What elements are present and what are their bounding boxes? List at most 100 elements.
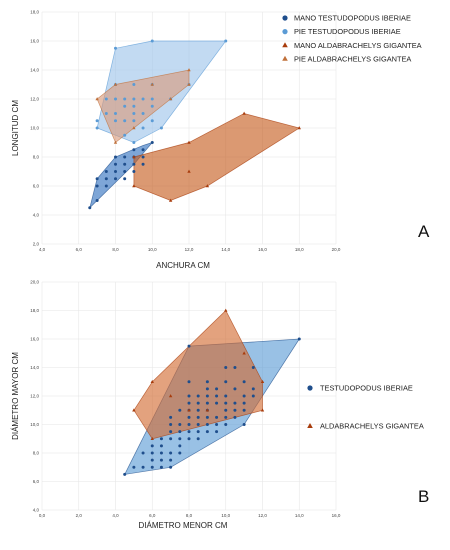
data-point (95, 97, 99, 101)
data-point (132, 97, 136, 101)
y-tick-label: 2,0 (33, 242, 40, 247)
y-tick-label: 14,0 (30, 365, 39, 370)
data-point (178, 444, 182, 448)
data-point (168, 198, 173, 202)
data-point (215, 401, 219, 405)
data-point (187, 401, 191, 405)
data-point (233, 401, 237, 405)
data-point (132, 119, 136, 123)
x-tick-label: 8,0 (186, 513, 193, 518)
data-point (233, 387, 237, 391)
data-point (242, 423, 246, 426)
data-point (251, 366, 255, 369)
data-point (88, 206, 92, 210)
data-point (150, 97, 154, 101)
legend-label: MANO ALDABRACHELYS GIGANTEA (294, 41, 422, 50)
data-point (205, 184, 210, 188)
data-point (150, 39, 154, 43)
data-point (205, 408, 210, 412)
data-point (196, 423, 200, 426)
data-point (123, 162, 127, 166)
data-point (104, 177, 108, 181)
data-point (224, 423, 228, 426)
data-point (187, 380, 191, 384)
data-point (187, 140, 191, 144)
data-point (224, 39, 228, 43)
x-tick-label: 16,0 (332, 513, 341, 518)
data-point (141, 126, 145, 130)
data-point (187, 82, 191, 86)
data-point (114, 119, 117, 123)
data-point (123, 97, 127, 101)
data-point (169, 437, 173, 441)
data-point (187, 437, 191, 441)
y-tick-label: 18,0 (30, 308, 39, 313)
data-point (187, 415, 191, 419)
y-tick-label: 6,0 (33, 479, 40, 484)
data-point (114, 155, 117, 159)
x-tick-label: 12,0 (258, 513, 267, 518)
y-tick-label: 16,0 (30, 337, 39, 342)
data-point (187, 68, 191, 72)
data-point (187, 344, 191, 348)
legend-marker (307, 385, 313, 391)
x-tick-label: 6,0 (76, 247, 83, 252)
data-point (132, 148, 136, 152)
data-point (132, 141, 136, 144)
panel-label: B (418, 487, 429, 506)
y-tick-label: 8,0 (33, 155, 40, 160)
data-point (150, 119, 154, 123)
panel-label: A (418, 222, 430, 241)
data-point (104, 97, 108, 101)
x-tick-label: 0,0 (39, 513, 46, 518)
data-point (169, 458, 173, 462)
data-point (168, 97, 173, 101)
data-point (114, 177, 117, 181)
x-axis-title: ANCHURA CM (156, 261, 210, 270)
data-point (141, 97, 145, 101)
data-point (178, 437, 182, 441)
data-point (260, 408, 265, 412)
data-point (141, 155, 145, 159)
x-tick-label: 12,0 (185, 247, 194, 252)
data-point (159, 465, 163, 469)
data-point (132, 408, 136, 412)
x-tick-label: 2,0 (76, 513, 83, 518)
y-tick-label: 10,0 (30, 126, 39, 131)
data-point (242, 111, 246, 115)
data-point (196, 430, 200, 434)
x-tick-label: 18,0 (295, 247, 304, 252)
legend-marker (282, 15, 288, 21)
data-point (169, 451, 173, 455)
data-point (224, 366, 228, 369)
x-tick-label: 4,0 (112, 513, 119, 518)
data-point (215, 423, 219, 426)
data-point (196, 437, 200, 441)
data-point (224, 308, 228, 312)
data-point (113, 82, 118, 86)
data-point (114, 162, 117, 166)
data-point (224, 401, 228, 405)
x-tick-label: 20,0 (332, 247, 341, 252)
data-point (260, 379, 265, 383)
data-point (150, 458, 154, 462)
data-point (168, 394, 173, 398)
data-point (123, 472, 127, 476)
data-point (242, 351, 246, 355)
data-point (224, 415, 228, 419)
legend-marker (282, 42, 288, 48)
data-point (159, 126, 163, 130)
data-point (187, 408, 191, 412)
data-point (141, 112, 145, 115)
x-tick-label: 14,0 (295, 513, 304, 518)
data-point (187, 430, 191, 434)
legend-label: TESTUDOPODUS IBERIAE (320, 384, 413, 393)
legend-marker (307, 423, 313, 428)
data-point (141, 148, 145, 152)
data-point (196, 415, 200, 419)
data-point (205, 430, 209, 434)
data-point (233, 415, 237, 419)
data-point (114, 170, 117, 173)
data-point (150, 436, 154, 440)
data-point (205, 401, 209, 405)
